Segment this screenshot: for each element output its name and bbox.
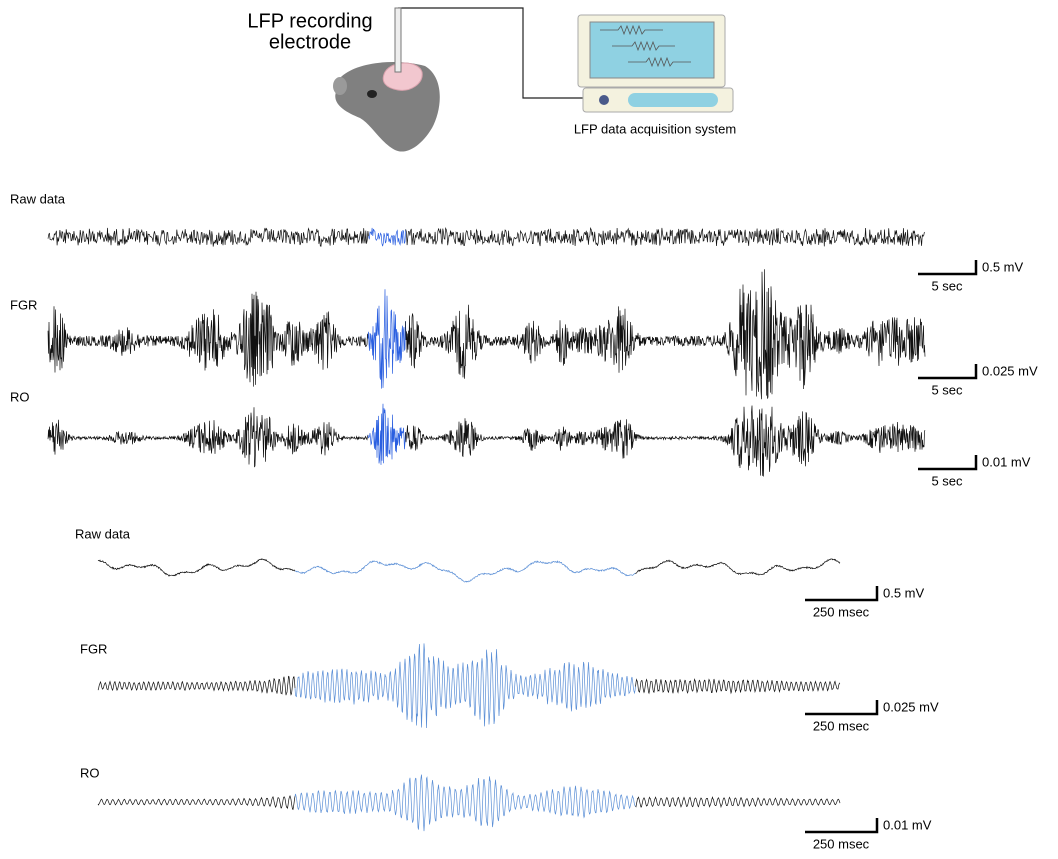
- trace: [295, 561, 636, 582]
- trace-label: Raw data: [10, 191, 66, 206]
- mouse-ear: [333, 77, 347, 95]
- trace: [406, 228, 925, 246]
- trace-label: RO: [80, 765, 100, 780]
- mouse-eye: [367, 90, 377, 98]
- electrode: [395, 8, 401, 72]
- scale-bar: [918, 455, 976, 469]
- scale-x-label: 250 msec: [813, 604, 870, 619]
- trace-label: Raw data: [75, 526, 131, 541]
- scale-y-label: 0.025 mV: [982, 363, 1038, 378]
- scale-bar: [918, 260, 976, 274]
- trace: [295, 643, 636, 728]
- trace: [406, 406, 926, 477]
- trace: [636, 679, 841, 693]
- trace-label: FGR: [80, 641, 107, 656]
- trace: [368, 404, 406, 465]
- scale-x-label: 5 sec: [931, 278, 963, 293]
- trace: [98, 796, 295, 810]
- trace: [48, 292, 368, 387]
- system-label: LFP data acquisition system: [574, 121, 736, 136]
- electrode-label: electrode: [269, 31, 351, 53]
- trace: [48, 228, 369, 247]
- figure: LFP recording electrode LFP data acquisi…: [0, 0, 1058, 854]
- trace: [636, 797, 841, 807]
- scale-x-label: 5 sec: [931, 473, 963, 488]
- scale-y-label: 0.5 mV: [883, 585, 925, 600]
- trace: [369, 228, 406, 246]
- scale-x-label: 250 msec: [813, 836, 870, 851]
- trace: [295, 775, 636, 832]
- trace: [636, 559, 841, 575]
- slot: [628, 93, 718, 107]
- trace: [368, 289, 406, 388]
- scale-bar: [918, 364, 976, 378]
- scale-x-label: 5 sec: [931, 382, 963, 397]
- trace: [98, 559, 295, 576]
- scale-y-label: 0.01 mV: [883, 817, 932, 832]
- scale-bar: [805, 586, 877, 600]
- scale-x-label: 250 msec: [813, 718, 870, 733]
- trace-label: FGR: [10, 297, 37, 312]
- scale-y-label: 0.5 mV: [982, 259, 1024, 274]
- trace: [98, 676, 295, 695]
- trace-label: RO: [10, 389, 30, 404]
- button: [599, 95, 609, 105]
- scale-y-label: 0.01 mV: [982, 454, 1031, 469]
- scale-y-label: 0.025 mV: [883, 699, 939, 714]
- trace: [48, 407, 368, 467]
- trace: [406, 269, 926, 399]
- scale-bar: [805, 818, 877, 832]
- scale-bar: [805, 700, 877, 714]
- electrode-label: LFP recording: [247, 10, 372, 32]
